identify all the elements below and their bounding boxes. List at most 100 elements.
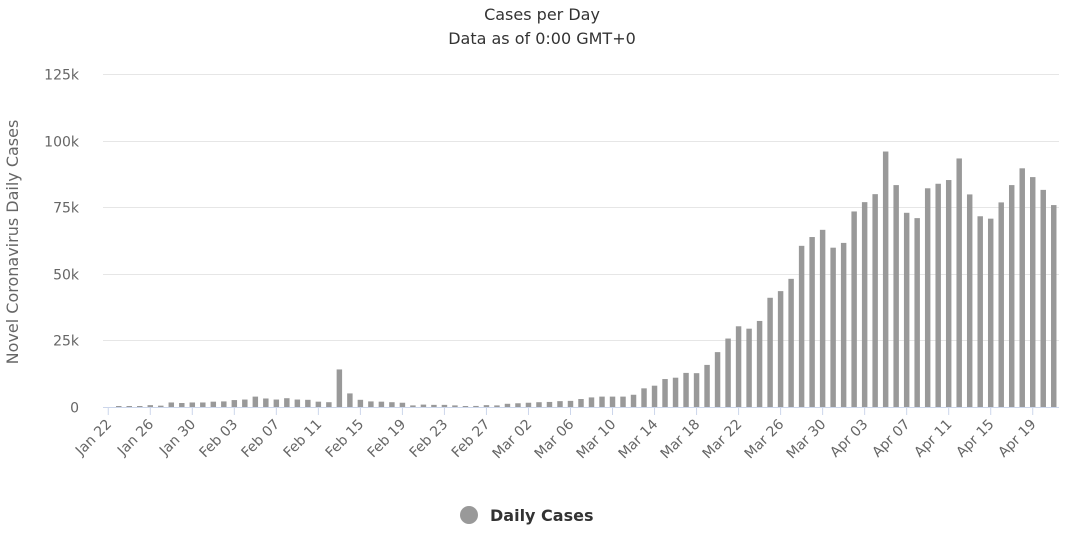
bar[interactable] [683, 372, 689, 407]
bar[interactable] [987, 218, 994, 407]
bar[interactable] [1030, 177, 1036, 407]
bar[interactable] [126, 406, 132, 407]
bar[interactable] [630, 394, 637, 407]
bar[interactable] [189, 402, 196, 407]
bar[interactable] [336, 369, 343, 407]
bar[interactable] [651, 385, 658, 407]
bar[interactable] [294, 399, 301, 407]
bar[interactable] [420, 404, 427, 407]
bar[interactable] [147, 405, 153, 407]
bar[interactable] [735, 326, 742, 407]
bar[interactable] [788, 278, 794, 407]
x-tick-label: Feb 23 [407, 417, 452, 462]
bar[interactable] [536, 402, 542, 407]
bar[interactable] [861, 202, 868, 407]
bar[interactable] [809, 237, 815, 407]
legend[interactable]: Daily Cases [460, 506, 593, 525]
bar[interactable] [273, 399, 280, 407]
bar[interactable] [347, 393, 353, 407]
bar[interactable] [609, 396, 616, 407]
bar[interactable] [882, 151, 889, 407]
bar[interactable] [210, 401, 217, 407]
bar[interactable] [158, 405, 164, 407]
bar[interactable] [1051, 205, 1057, 407]
bar[interactable] [693, 373, 700, 407]
bar[interactable] [368, 401, 374, 407]
bar[interactable] [893, 185, 899, 407]
bar[interactable] [462, 406, 469, 407]
bar[interactable] [1040, 189, 1046, 407]
x-tick-label: Mar 30 [784, 417, 830, 463]
bar[interactable] [914, 218, 920, 407]
bar[interactable] [431, 404, 437, 407]
bar[interactable] [357, 399, 364, 407]
bar[interactable] [620, 396, 626, 407]
bar[interactable] [872, 194, 878, 407]
bar[interactable] [578, 399, 584, 407]
bar[interactable] [672, 377, 679, 407]
bar[interactable] [977, 216, 983, 407]
x-tick-label: Apr 11 [911, 417, 955, 461]
bar[interactable] [903, 212, 910, 407]
bar[interactable] [137, 406, 143, 407]
bar[interactable] [704, 364, 710, 407]
bar[interactable] [557, 401, 563, 407]
bar[interactable] [546, 401, 553, 407]
bar[interactable] [924, 188, 931, 407]
bar[interactable] [494, 405, 500, 407]
bar[interactable] [168, 402, 175, 407]
bar[interactable] [1008, 185, 1015, 407]
bar[interactable] [452, 405, 458, 407]
bar[interactable] [389, 402, 395, 407]
legend-swatch-daily-cases[interactable] [460, 506, 478, 524]
bar[interactable] [567, 400, 574, 407]
bar[interactable] [515, 403, 521, 407]
bar[interactable] [441, 404, 448, 407]
bar[interactable] [483, 405, 490, 407]
x-tick-label: Feb 03 [197, 417, 242, 462]
bar[interactable] [315, 401, 322, 407]
bar[interactable] [326, 402, 332, 407]
bar[interactable] [221, 401, 227, 407]
bar[interactable] [767, 297, 773, 407]
bar[interactable] [819, 229, 826, 407]
bar[interactable] [746, 328, 752, 407]
bar[interactable] [263, 398, 269, 407]
bar[interactable] [599, 396, 605, 407]
bar[interactable] [252, 396, 259, 407]
y-tick-label: 100k [44, 135, 80, 151]
bar[interactable] [200, 402, 206, 407]
bar[interactable] [725, 338, 731, 407]
x-tick-label: Apr 15 [953, 417, 997, 461]
bar[interactable] [504, 403, 511, 407]
chart-subtitle: Data as of 0:00 GMT+0 [448, 29, 636, 48]
bar[interactable] [588, 397, 595, 407]
bar[interactable] [756, 320, 763, 407]
bar[interactable] [714, 352, 721, 407]
bar[interactable] [242, 399, 248, 407]
bar[interactable] [798, 245, 805, 407]
bar[interactable] [945, 180, 952, 407]
bar[interactable] [1019, 168, 1025, 407]
bar[interactable] [935, 183, 941, 407]
bar[interactable] [777, 291, 784, 407]
bar[interactable] [179, 403, 185, 407]
bar[interactable] [641, 388, 647, 407]
bar[interactable] [116, 406, 122, 407]
bar[interactable] [284, 398, 290, 407]
bar[interactable] [399, 402, 406, 407]
bar[interactable] [378, 401, 385, 407]
bar[interactable] [830, 247, 836, 407]
legend-label-daily-cases[interactable]: Daily Cases [490, 506, 593, 525]
bar[interactable] [231, 400, 238, 407]
bar[interactable] [410, 405, 416, 407]
bar[interactable] [473, 405, 479, 407]
bar[interactable] [525, 402, 532, 407]
bar[interactable] [966, 194, 973, 407]
bar[interactable] [956, 158, 962, 407]
bar[interactable] [998, 202, 1004, 407]
bar[interactable] [662, 379, 668, 407]
bar[interactable] [851, 211, 857, 407]
bar[interactable] [305, 399, 311, 407]
bar[interactable] [840, 242, 847, 407]
